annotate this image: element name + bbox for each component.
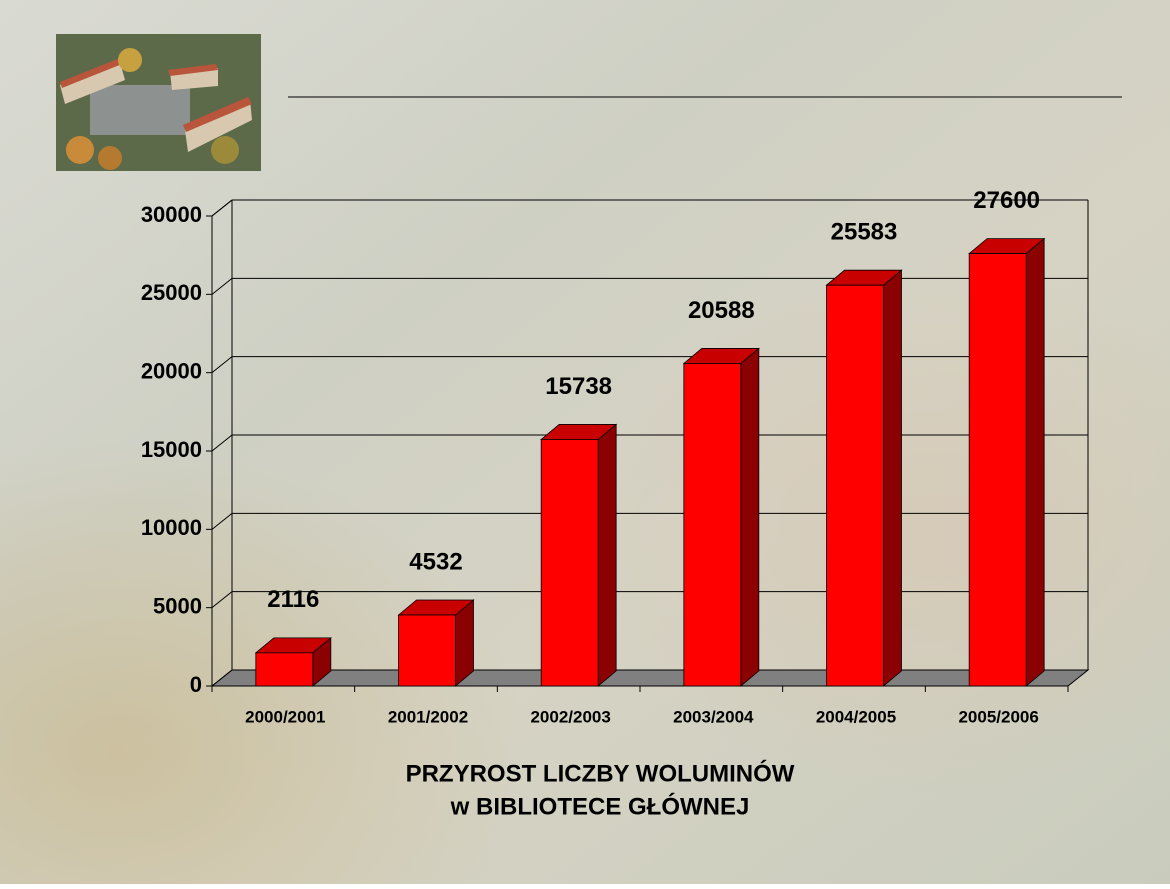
y-tick-label: 5000 xyxy=(153,593,202,618)
grid-line xyxy=(211,669,233,687)
grid-line xyxy=(211,512,233,530)
bar xyxy=(254,636,332,687)
chart-title: PRZYROST LICZBY WOLUMINÓW xyxy=(406,759,795,787)
grid-line xyxy=(211,591,233,609)
bar-front xyxy=(255,652,314,687)
photo-thumbnail xyxy=(56,34,261,171)
grid-line xyxy=(211,199,233,217)
bar-side xyxy=(1025,237,1045,687)
bar xyxy=(825,269,903,687)
bar xyxy=(540,423,618,687)
y-tick-label: 15000 xyxy=(141,437,202,462)
y-tick-label: 25000 xyxy=(141,280,202,305)
bar xyxy=(397,599,475,687)
bar xyxy=(968,237,1046,687)
y-tick-label: 10000 xyxy=(141,515,202,540)
chart-title: w BIBLIOTECE GŁÓWNEJ xyxy=(450,792,750,820)
x-tick-label: 2001/2002 xyxy=(388,707,468,726)
bar-front xyxy=(826,284,884,687)
value-label: 4532 xyxy=(409,548,462,575)
x-tick-label: 2005/2006 xyxy=(958,707,1038,726)
x-tick-label: 2004/2005 xyxy=(816,707,896,726)
grid-line xyxy=(211,434,233,452)
y-tick-label: 20000 xyxy=(141,358,202,383)
x-tick-label: 2000/2001 xyxy=(245,707,325,726)
bar-front xyxy=(540,439,599,687)
value-label: 25583 xyxy=(831,219,898,246)
x-tick-label: 2003/2004 xyxy=(673,707,754,726)
bar-front xyxy=(683,363,742,687)
value-label: 15738 xyxy=(545,373,612,400)
grid-line xyxy=(211,277,233,295)
y-tick-label: 30000 xyxy=(141,202,202,227)
plot: 0 5000 10000 15000 20000 25000 30000 2000/2001 2… xyxy=(141,187,1090,726)
bar-side xyxy=(597,423,617,687)
bar-side xyxy=(740,347,760,687)
bar-front xyxy=(968,253,1027,687)
bar-front xyxy=(398,614,456,687)
value-label: 2116 xyxy=(267,586,319,613)
x-tick-label: 2002/2003 xyxy=(530,707,610,726)
grid-line xyxy=(211,356,233,374)
y-tick-label: 0 xyxy=(190,672,202,697)
bar xyxy=(682,347,760,687)
floor xyxy=(210,669,1090,687)
value-label: 20588 xyxy=(688,297,755,324)
value-label: 27600 xyxy=(973,187,1040,214)
bar-side xyxy=(883,269,902,687)
